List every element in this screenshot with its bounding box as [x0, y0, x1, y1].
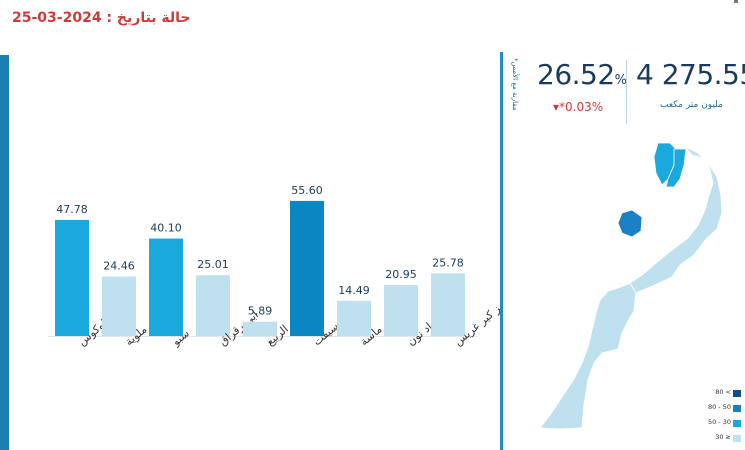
legend-item: 80 < — [700, 388, 745, 400]
map-region-borders — [607, 194, 709, 294]
legend-swatch — [733, 420, 741, 427]
volume-value: 4 275.55 — [636, 58, 745, 91]
daily-change: ▾*0.03% — [553, 100, 604, 114]
fill-percent-unit: % — [614, 73, 627, 88]
bar-value-label: 14.49 — [338, 284, 370, 297]
bar — [384, 285, 418, 336]
legend-swatch — [733, 435, 741, 442]
corner-mark — [734, 0, 738, 3]
legend-item: 50 - 30 — [700, 418, 745, 430]
panel-divider — [500, 52, 503, 450]
legend-label: 80 < — [715, 388, 731, 396]
fill-percent: 26.52% — [537, 58, 627, 91]
bar — [337, 300, 371, 336]
bar-value-label: 20.95 — [385, 268, 417, 281]
left-accent-bar — [0, 55, 9, 450]
legend-swatch — [733, 390, 741, 397]
bar-value-label: 55.60 — [291, 184, 323, 197]
morocco-map — [539, 139, 723, 430]
volume-unit: مليون متر مكعب — [660, 100, 723, 110]
legend-label: 80 - 50 — [707, 403, 731, 411]
legend-item: 80 - 50 — [700, 403, 745, 415]
bar — [290, 200, 324, 336]
map-region-tensift — [617, 209, 643, 238]
bar — [149, 238, 183, 336]
fill-percent-value: 26.52 — [537, 58, 615, 91]
stat-separator — [626, 60, 627, 124]
legend-label: 50 - 30 — [707, 418, 731, 426]
bar — [196, 275, 230, 336]
compare-note: *مقارنة مع الأمس — [511, 58, 519, 111]
bar-value-label: 24.46 — [103, 260, 135, 273]
bar-value-label: 5.89 — [248, 305, 273, 318]
map-region-sebou — [665, 148, 687, 188]
bar-value-label: 47.78 — [56, 203, 88, 216]
bar — [102, 276, 136, 336]
bar — [431, 273, 465, 336]
bar-value-label: 40.10 — [150, 222, 182, 235]
bar-value-label: 25.78 — [432, 256, 464, 269]
bar-value-label: 25.01 — [197, 258, 229, 271]
legend-swatch — [733, 405, 741, 412]
bar — [55, 219, 89, 336]
bar — [243, 321, 277, 336]
legend-item: 30 ≥ — [700, 433, 745, 445]
date-title: حالة بتاريخ : 2024-03-25 — [12, 10, 191, 26]
legend-label: 30 ≥ — [715, 433, 731, 441]
